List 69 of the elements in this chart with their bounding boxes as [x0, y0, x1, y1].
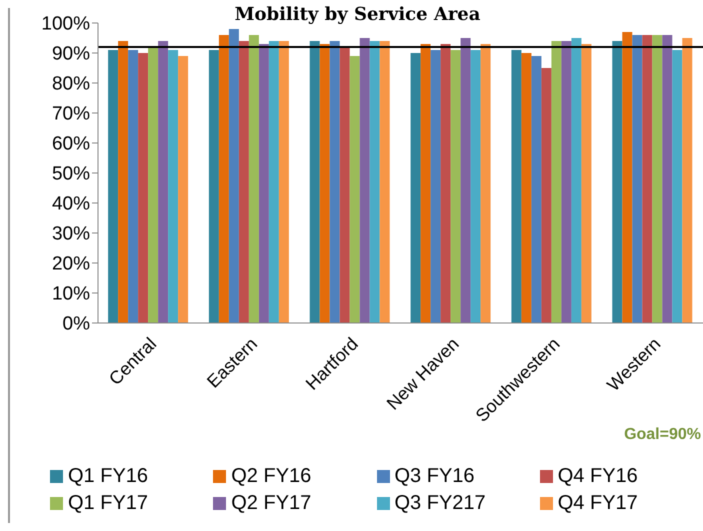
bar	[320, 44, 330, 323]
y-tick-label: 10%	[52, 284, 90, 305]
y-tick-label: 70%	[52, 104, 90, 125]
bar	[420, 44, 431, 323]
bar	[551, 41, 562, 323]
legend-label: Q3 FY16	[394, 465, 475, 488]
bar	[330, 41, 340, 323]
bar	[218, 35, 229, 323]
bar	[310, 41, 320, 323]
bar	[672, 50, 682, 323]
chart-title: Mobility by Service Area	[234, 4, 480, 25]
bar	[682, 38, 692, 323]
bar	[581, 44, 592, 323]
legend-label: Q1 FY16	[68, 465, 148, 488]
bar	[370, 41, 380, 323]
bar	[360, 38, 370, 323]
bar	[652, 35, 662, 323]
legend-label: Q3 FY217	[394, 492, 486, 515]
bar	[541, 68, 552, 323]
bar	[168, 50, 178, 323]
bar	[460, 38, 471, 323]
bar	[118, 41, 128, 323]
bar	[158, 41, 168, 323]
bar	[148, 47, 158, 323]
bar	[340, 47, 350, 323]
bar	[642, 35, 652, 323]
y-tick-label: 30%	[52, 224, 90, 245]
legend-label: Q4 FY16	[558, 465, 638, 488]
bar	[350, 56, 360, 323]
bar	[410, 53, 421, 323]
bar	[612, 41, 622, 323]
legend-label: Q4 FY17	[558, 492, 638, 515]
bar	[178, 56, 188, 323]
y-tick-label: 50%	[52, 164, 90, 185]
bar	[622, 32, 632, 323]
bar	[662, 35, 672, 323]
bar	[128, 50, 138, 323]
y-tick-label: 90%	[52, 44, 90, 65]
bar	[531, 56, 542, 323]
bar	[561, 41, 572, 323]
bar	[450, 50, 461, 323]
bar	[521, 53, 532, 323]
bar	[268, 41, 279, 323]
y-tick-label: 100%	[41, 14, 90, 35]
bar	[470, 50, 481, 323]
bar	[632, 35, 642, 323]
y-tick-label: 20%	[52, 254, 90, 275]
bar	[258, 44, 269, 323]
legend-label: Q2 FY17	[231, 492, 312, 515]
bar	[380, 41, 390, 323]
text: Goal=90%	[624, 426, 701, 444]
bar	[228, 29, 239, 323]
y-tick-label: 60%	[52, 134, 90, 155]
y-tick-label: 0%	[62, 314, 90, 335]
bar	[108, 50, 118, 323]
bar	[511, 50, 522, 323]
bar	[430, 50, 441, 323]
bar	[440, 44, 451, 323]
bar	[248, 35, 259, 323]
y-tick-label: 80%	[52, 74, 90, 95]
legend-label: Q1 FY17	[68, 492, 148, 515]
bar	[480, 44, 491, 323]
legend-label: Q2 FY16	[231, 465, 312, 488]
bar	[571, 38, 582, 323]
bar	[278, 41, 289, 323]
y-tick-label: 40%	[52, 194, 90, 215]
bar	[208, 50, 219, 323]
bar	[138, 53, 148, 323]
bar	[238, 41, 249, 323]
